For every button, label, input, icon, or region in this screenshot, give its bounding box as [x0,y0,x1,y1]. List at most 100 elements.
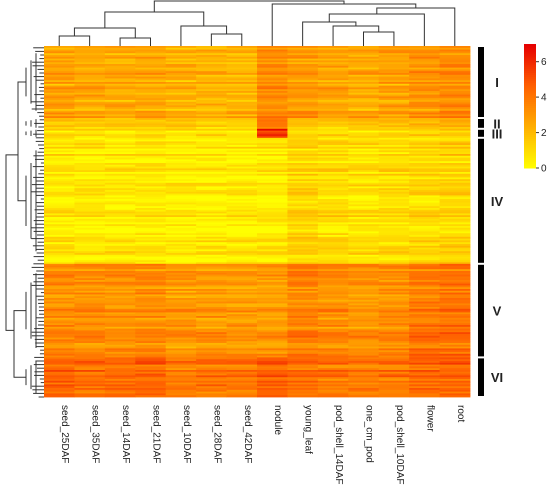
heatmap-cell [348,208,380,211]
heatmap-cell [348,85,380,88]
heatmap-cell [257,94,288,97]
heatmap-cell [74,89,106,92]
heatmap-cell [348,227,380,230]
heatmap-cell [196,236,227,239]
heatmap-cell [257,244,288,247]
heatmap-cell [439,274,471,277]
heatmap-cell [74,188,106,191]
heatmap-cell [165,62,197,65]
heatmap-cell [44,269,75,272]
cluster-label: IV [491,194,504,209]
heatmap-cell [74,350,106,353]
heatmap-cell [409,343,440,346]
heatmap-cell [439,184,471,187]
heatmap-cell [135,274,167,277]
heatmap-cell [409,316,440,319]
heatmap-cell [378,150,410,153]
heatmap-cell [104,283,136,286]
heatmap-cell [74,116,106,119]
heatmap-cell [104,60,136,63]
heatmap-cell [257,202,288,205]
heatmap-cell [226,195,258,198]
heatmap-cell [74,276,106,279]
heatmap-cell [104,226,136,229]
heatmap-cell [74,328,106,331]
heatmap-cell [257,233,288,236]
heatmap-cell [257,314,288,317]
heatmap-cell [226,188,258,191]
heatmap-cell [409,305,440,308]
heatmap-cell [317,211,349,214]
heatmap-cell [135,119,167,122]
heatmap-cell [378,69,410,72]
heatmap-cell [317,56,349,59]
heatmap-cell [226,172,258,175]
heatmap-cell [226,330,258,333]
heatmap-cell [439,67,471,70]
heatmap-cell [348,267,380,270]
heatmap-cell [135,310,167,313]
heatmap-cell [287,195,319,198]
heatmap-cell [348,114,380,117]
heatmap-cell [378,312,410,315]
heatmap-cell [44,71,75,74]
heatmap-cell [135,100,167,103]
color-key-swatch [524,161,536,165]
heatmap-cell [165,348,197,351]
heatmap-cell [378,253,410,256]
heatmap-cell [409,130,440,133]
color-key-swatch [524,99,536,103]
heatmap-cell [226,220,258,223]
heatmap-cell [378,341,410,344]
heatmap-cell [287,260,319,263]
heatmap-cell [348,379,380,382]
heatmap-cell [348,325,380,328]
heatmap-cell [257,339,288,342]
heatmap-cell [44,157,75,160]
heatmap-cell [135,335,167,338]
heatmap-cell [409,202,440,205]
heatmap-cell [135,145,167,148]
heatmap-cell [44,361,75,364]
heatmap-cell [317,112,349,115]
heatmap-cell [287,227,319,230]
heatmap-cell [165,386,197,389]
cluster-label: VI [491,370,503,385]
heatmap-cell [135,65,167,68]
heatmap-cell [165,80,197,83]
heatmap-cell [135,267,167,270]
heatmap-cell [165,371,197,374]
heatmap-cell [378,323,410,326]
heatmap-cell [226,355,258,358]
heatmap-cell [74,195,106,198]
heatmap-cell [348,186,380,189]
heatmap-cell [378,289,410,292]
heatmap-cell [226,263,258,266]
heatmap-cell [409,344,440,347]
heatmap-cell [378,46,410,49]
heatmap-cell [165,289,197,292]
heatmap-cell [439,170,471,173]
heatmap-cell [257,80,288,83]
color-key-swatch [524,101,536,105]
heatmap-cell [165,67,197,70]
heatmap-cell [287,134,319,137]
heatmap-cell [409,353,440,356]
heatmap-cell [287,245,319,248]
heatmap-cell [287,110,319,113]
heatmap-cell [378,299,410,302]
heatmap-cell [44,357,75,360]
heatmap-cell [44,92,75,95]
heatmap-cell [317,371,349,374]
heatmap-cell [317,303,349,306]
heatmap-cell [439,359,471,362]
heatmap-cell [409,296,440,299]
heatmap-cell [287,314,319,317]
heatmap-cell [409,150,440,153]
heatmap-cell [257,74,288,77]
dendrogram-link [332,25,380,46]
heatmap-cell [439,211,471,214]
heatmap-cell [439,195,471,198]
heatmap-cell [317,373,349,376]
heatmap-cell [196,384,227,387]
